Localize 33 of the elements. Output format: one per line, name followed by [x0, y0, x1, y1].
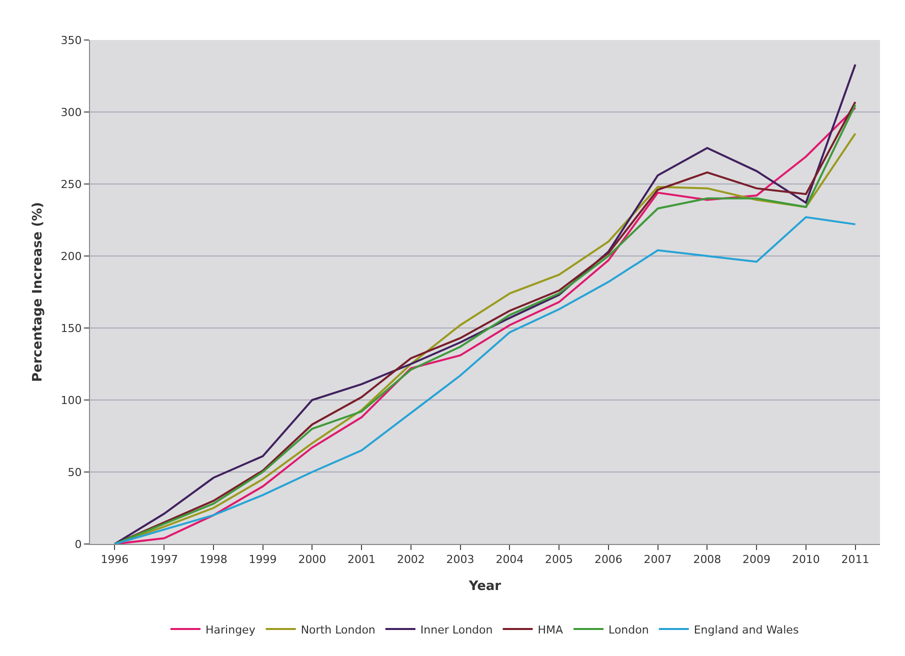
x-tick-label: 1998: [199, 553, 228, 566]
x-tick-label: 1999: [248, 553, 277, 566]
legend-label: Haringey: [206, 623, 256, 636]
y-tick-label: 350: [60, 34, 82, 47]
x-tick-label: 2006: [594, 553, 622, 566]
x-tick-label: 2008: [693, 553, 722, 566]
x-tick-label: 2000: [298, 553, 326, 566]
x-tick-label: 2001: [348, 553, 376, 566]
y-tick-label: 100: [60, 394, 82, 407]
x-tick-label: 2010: [792, 553, 820, 566]
y-tick-label: 150: [60, 322, 82, 335]
y-axis-title: Percentage Increase (%): [30, 202, 46, 382]
x-tick-label: 2002: [396, 553, 425, 566]
x-tick-label: 2009: [742, 553, 771, 566]
y-tick-label: 250: [60, 178, 82, 191]
y-tick-label: 50: [68, 466, 82, 479]
x-tick-label: 1996: [100, 553, 129, 566]
x-tick-label: 2003: [446, 553, 474, 566]
x-tick-label: 2011: [841, 553, 870, 566]
x-axis-title: Year: [468, 578, 502, 594]
x-tick-label: 1997: [150, 553, 178, 566]
legend-label: Inner London: [420, 623, 493, 636]
x-tick-label: 2005: [545, 553, 574, 566]
y-tick-label: 200: [60, 250, 82, 263]
x-tick-label: 2007: [644, 553, 672, 566]
line-series: [114, 216, 856, 544]
legend-label: England and Wales: [694, 623, 799, 636]
y-tick-label: 0: [74, 538, 82, 551]
y-tick-label: 300: [60, 106, 82, 119]
legend-label: HMA: [538, 623, 564, 636]
legend-label: North London: [300, 623, 376, 636]
x-tick-label: 2004: [496, 553, 524, 566]
legend-label: London: [608, 623, 649, 636]
